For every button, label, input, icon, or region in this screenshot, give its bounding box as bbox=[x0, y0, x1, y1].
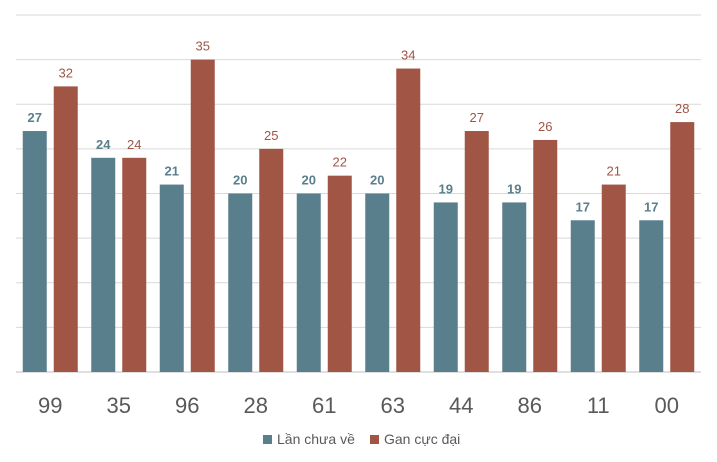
bar-lan-chua-ve bbox=[639, 220, 664, 372]
category-label: 28 bbox=[244, 393, 268, 418]
data-label: 21 bbox=[607, 164, 621, 179]
category-label: 35 bbox=[107, 393, 131, 418]
data-label: 17 bbox=[576, 199, 590, 214]
bar-gan-cuc-dai bbox=[533, 139, 558, 372]
bar-gan-cuc-dai bbox=[464, 131, 489, 372]
data-label: 32 bbox=[59, 65, 73, 80]
legend-label: Lần chưa về bbox=[277, 431, 355, 447]
bar-lan-chua-ve bbox=[433, 202, 458, 372]
legend: Lần chưa về Gan cực đại bbox=[263, 431, 460, 447]
category-label: 86 bbox=[518, 393, 542, 418]
data-label: 20 bbox=[302, 173, 316, 188]
bar-gan-cuc-dai bbox=[259, 148, 284, 372]
data-label: 19 bbox=[439, 181, 453, 196]
data-label: 24 bbox=[96, 137, 111, 152]
data-label: 19 bbox=[507, 181, 521, 196]
bar-lan-chua-ve bbox=[365, 193, 390, 372]
bar-lan-chua-ve bbox=[502, 202, 527, 372]
data-label: 35 bbox=[196, 39, 210, 54]
data-label: 28 bbox=[675, 101, 689, 116]
category-label: 44 bbox=[449, 393, 473, 418]
category-labels: 99 35 96 28 61 63 44 86 11 00 bbox=[38, 393, 679, 418]
bar-gan-cuc-dai bbox=[53, 86, 78, 373]
gridlines bbox=[16, 14, 701, 373]
bar-gan-cuc-dai bbox=[190, 59, 215, 372]
bar-lan-chua-ve bbox=[570, 220, 595, 372]
data-label: 20 bbox=[370, 173, 384, 188]
legend-swatch bbox=[263, 435, 272, 444]
bar-gan-cuc-dai bbox=[327, 175, 352, 372]
data-label: 17 bbox=[644, 199, 658, 214]
category-label: 61 bbox=[312, 393, 336, 418]
legend-swatch bbox=[370, 435, 379, 444]
data-label: 25 bbox=[264, 128, 278, 143]
category-label: 63 bbox=[381, 393, 405, 418]
category-label: 96 bbox=[175, 393, 199, 418]
data-label: 27 bbox=[470, 110, 484, 125]
bar-gan-cuc-dai bbox=[122, 157, 147, 372]
category-label: 99 bbox=[38, 393, 62, 418]
category-label: 00 bbox=[655, 393, 679, 418]
bar-lan-chua-ve bbox=[228, 193, 253, 372]
category-label: 11 bbox=[587, 393, 610, 418]
data-label: 27 bbox=[28, 110, 42, 125]
bar-lan-chua-ve bbox=[296, 193, 321, 372]
data-label: 34 bbox=[401, 48, 415, 63]
data-label: 21 bbox=[165, 164, 179, 179]
legend-item: Lần chưa về bbox=[263, 431, 355, 447]
value-labels: 27 32 24 24 21 35 20 25 20 22 20 34 19 27 19 26 17 21 17 28 bbox=[28, 39, 690, 215]
bar-lan-chua-ve bbox=[22, 131, 47, 372]
bar-lan-chua-ve bbox=[91, 157, 116, 372]
bar-lan-chua-ve bbox=[159, 184, 184, 372]
bar-gan-cuc-dai bbox=[670, 122, 695, 372]
bars bbox=[22, 59, 695, 373]
data-label: 26 bbox=[538, 119, 552, 134]
bar-gan-cuc-dai bbox=[396, 68, 421, 373]
data-label: 22 bbox=[333, 155, 347, 170]
bar-gan-cuc-dai bbox=[601, 184, 626, 372]
data-label: 24 bbox=[127, 137, 141, 152]
data-label: 20 bbox=[233, 173, 247, 188]
legend-label: Gan cực đại bbox=[384, 431, 460, 447]
legend-item: Gan cực đại bbox=[370, 431, 460, 447]
